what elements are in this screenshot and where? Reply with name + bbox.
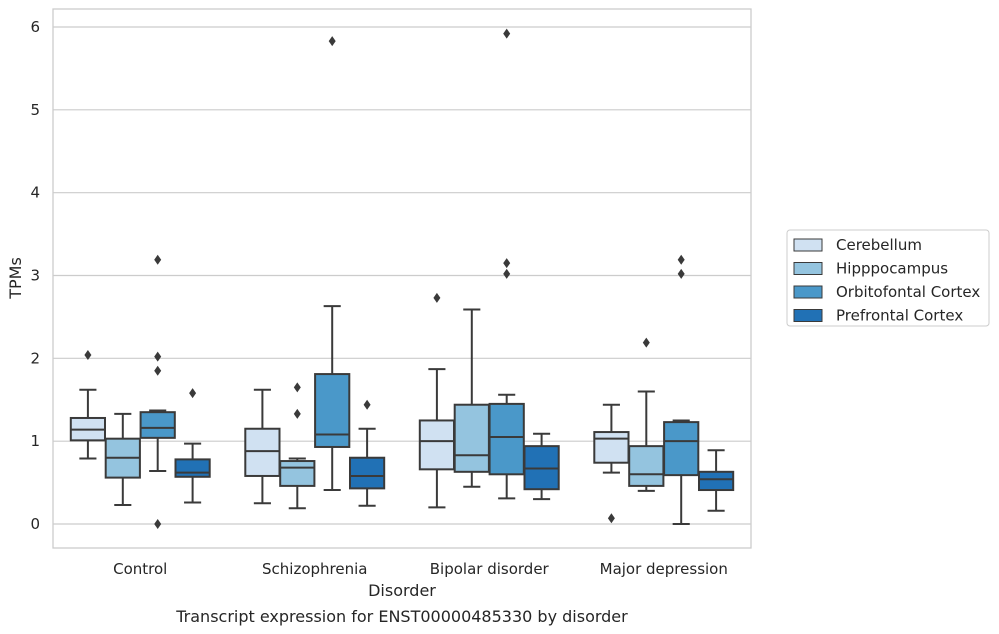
outlier-point-0 — [503, 268, 511, 279]
legend-label-2: Orbitofontal Cortex — [836, 283, 980, 301]
outlier-point-0 — [607, 513, 615, 524]
y-tick-label-4: 4 — [30, 184, 40, 202]
gridlines — [53, 26, 751, 525]
box-body — [488, 402, 525, 476]
box-body — [279, 460, 316, 487]
outlier-point-0 — [84, 350, 92, 361]
y-tick-labels: 0 1 2 3 4 5 6 — [30, 18, 40, 533]
box-2-3 — [523, 432, 560, 501]
legend-label-1: Hipppocampus — [836, 260, 948, 278]
y-tick-label-0: 0 — [30, 515, 40, 533]
outlier-point-0 — [293, 382, 301, 393]
outlier-point-0 — [189, 388, 197, 399]
legend-label-0: Cerebellum — [836, 236, 922, 254]
box-body — [314, 373, 351, 448]
box-body — [348, 456, 386, 490]
outlier-point-0 — [433, 292, 441, 303]
y-tick-label-5: 5 — [30, 101, 40, 119]
legend-swatch-1 — [793, 262, 823, 275]
y-tick-label-1: 1 — [30, 432, 40, 450]
x-tick-label-3: Major depression — [600, 560, 728, 578]
plot-area-frame — [52, 8, 752, 549]
legend: Cerebellum Hipppocampus Orbitofontal Corte… — [786, 229, 990, 327]
y-axis-label: TPMs — [6, 257, 25, 300]
y-tick-label-3: 3 — [30, 267, 40, 285]
box-2-2 — [488, 28, 525, 500]
x-tick-label-0: Control — [113, 560, 167, 578]
box-1-3 — [348, 399, 386, 507]
y-tick-label-6: 6 — [30, 18, 40, 36]
boxes — [69, 28, 735, 529]
box-0-2 — [139, 254, 176, 529]
outlier-point-2 — [154, 351, 162, 362]
box-1-2 — [314, 36, 351, 492]
outlier-point-0 — [154, 519, 162, 529]
outlier-point-2 — [503, 28, 511, 39]
box-body — [174, 458, 211, 478]
box-body — [453, 403, 490, 473]
box-0-0 — [69, 350, 107, 460]
x-axis-label: Disorder — [368, 581, 436, 600]
chart-caption: Transcript expression for ENST0000048533… — [175, 607, 628, 626]
box-body — [663, 421, 700, 477]
outlier-point-1 — [503, 258, 511, 269]
legend-swatch-0 — [793, 238, 823, 252]
outlier-point-0 — [363, 399, 371, 410]
outlier-point-0 — [642, 337, 650, 348]
box-3-1 — [628, 337, 665, 492]
box-3-2 — [663, 254, 700, 525]
box-1-1 — [279, 382, 316, 510]
box-2-0 — [418, 292, 456, 509]
box-body — [697, 470, 735, 492]
box-body — [418, 419, 456, 471]
box-0-1 — [104, 412, 141, 506]
box-1-0 — [244, 388, 281, 505]
box-3-0 — [593, 403, 630, 524]
outlier-point-1 — [293, 408, 301, 419]
legend-swatch-2 — [793, 285, 823, 299]
outlier-point-3 — [154, 254, 162, 265]
outlier-point-0 — [677, 268, 685, 279]
legend-frame — [786, 229, 990, 327]
box-3-3 — [697, 449, 735, 512]
legend-swatch-3 — [793, 309, 823, 322]
x-tick-label-1: Schizophrenia — [262, 560, 367, 578]
outlier-point-0 — [328, 36, 336, 47]
box-2-1 — [453, 308, 490, 488]
outlier-point-1 — [154, 365, 162, 376]
box-body — [244, 427, 281, 477]
box-body — [628, 445, 665, 487]
x-tick-labels: Control Schizophrenia Bipolar disorder Majo… — [113, 560, 728, 578]
outlier-point-1 — [677, 254, 685, 265]
legend-label-3: Prefrontal Cortex — [836, 307, 963, 325]
y-tick-label-2: 2 — [30, 349, 40, 367]
box-body — [139, 411, 176, 439]
x-tick-label-2: Bipolar disorder — [430, 560, 550, 578]
box-body — [593, 431, 630, 464]
box-0-3 — [174, 388, 211, 504]
